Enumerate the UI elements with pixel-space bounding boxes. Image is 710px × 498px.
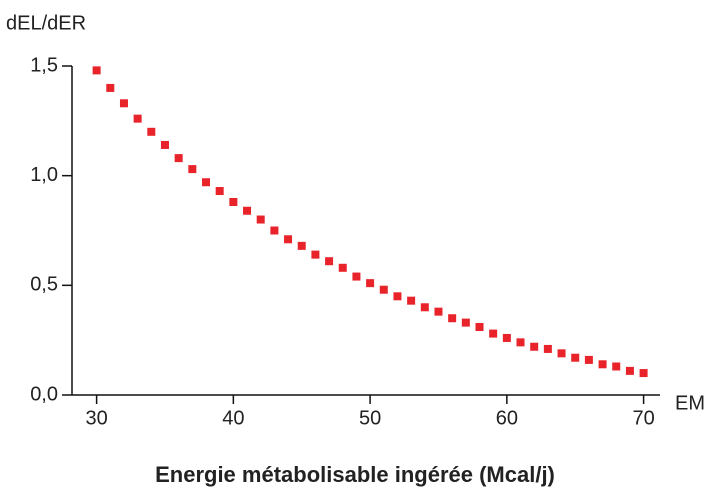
point: [352, 272, 361, 281]
y-tick-label: 1,5: [30, 54, 58, 76]
point: [393, 292, 402, 301]
point: [338, 263, 347, 272]
point: [448, 314, 457, 323]
point: [502, 333, 511, 342]
point: [160, 140, 169, 149]
y-tick-label: 0,0: [30, 383, 58, 405]
point: [92, 66, 101, 75]
point: [188, 165, 197, 174]
x-tick-label: 70: [632, 407, 654, 429]
point: [202, 178, 211, 187]
point: [325, 257, 334, 266]
y-tick-label: 1,0: [30, 164, 58, 186]
point: [557, 349, 566, 358]
point: [243, 206, 252, 215]
point: [571, 353, 580, 362]
point: [106, 83, 115, 92]
point: [639, 369, 648, 378]
y-tick-label: 0,5: [30, 274, 58, 296]
point: [420, 303, 429, 312]
x-tick-label: 30: [85, 407, 107, 429]
x-tick-label: 40: [222, 407, 244, 429]
y-axis-label: dEL/dER: [6, 12, 86, 34]
point: [530, 342, 539, 351]
point: [215, 187, 224, 196]
point: [461, 318, 470, 327]
point: [584, 355, 593, 364]
point: [625, 366, 634, 375]
point: [229, 197, 238, 206]
point: [174, 154, 183, 163]
point: [119, 99, 128, 108]
point: [366, 279, 375, 288]
point: [516, 338, 525, 347]
point: [133, 114, 142, 123]
point: [407, 296, 416, 305]
point: [489, 329, 498, 338]
chart-title: Energie métabolisable ingérée (Mcal/j): [155, 462, 555, 487]
point: [297, 241, 306, 250]
x-tick-label: 60: [496, 407, 518, 429]
x-axis-label: EM: [675, 392, 705, 414]
x-tick-label: 50: [359, 407, 381, 429]
point: [612, 362, 621, 371]
point: [434, 307, 443, 316]
point: [475, 323, 484, 332]
point: [284, 235, 293, 244]
point: [270, 226, 279, 235]
point: [543, 344, 552, 353]
point: [311, 250, 320, 259]
point: [379, 285, 388, 294]
point: [147, 127, 156, 136]
point: [598, 360, 607, 369]
point: [256, 215, 265, 224]
